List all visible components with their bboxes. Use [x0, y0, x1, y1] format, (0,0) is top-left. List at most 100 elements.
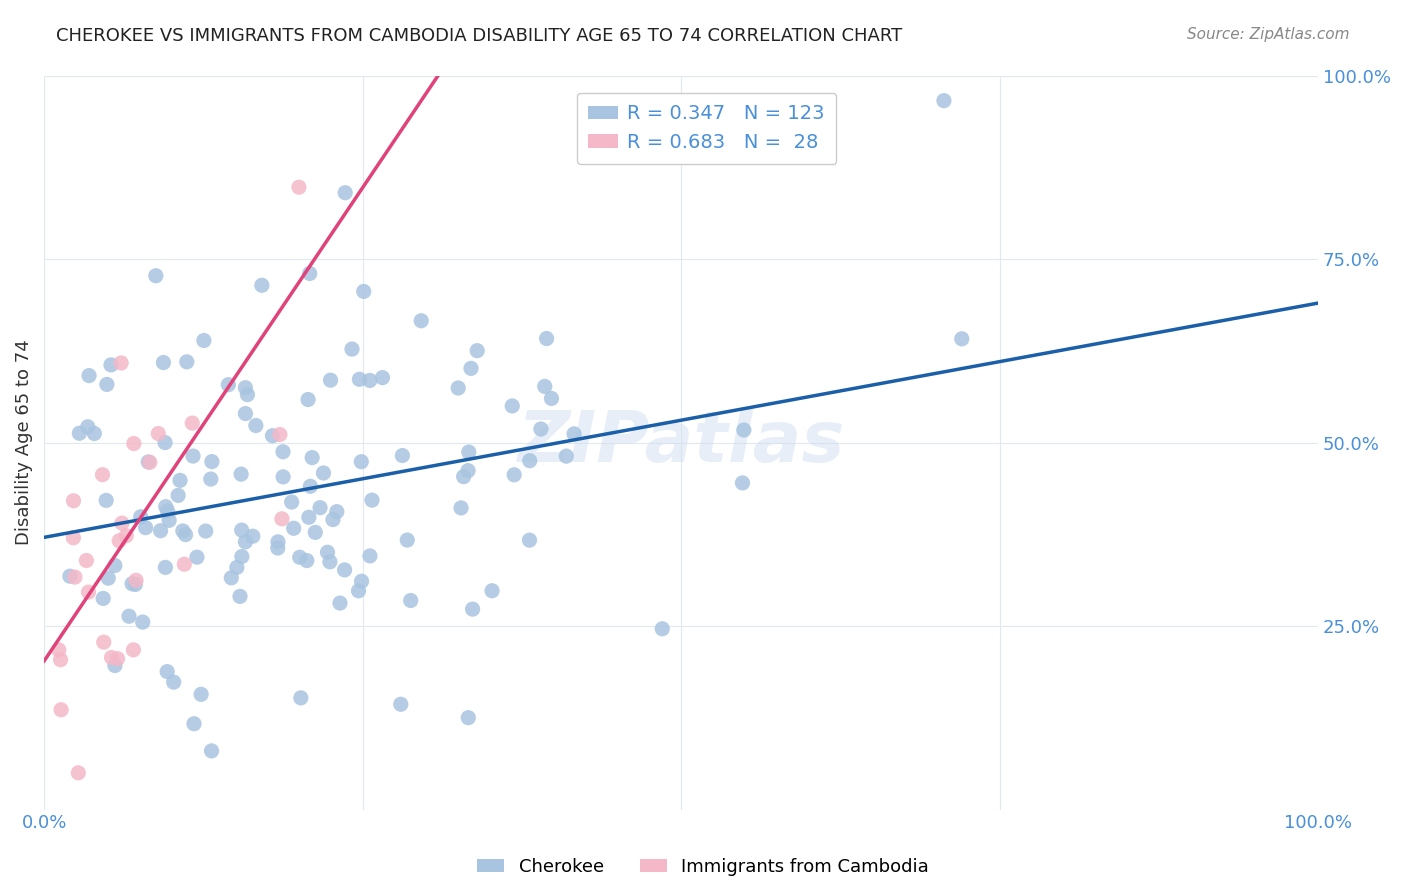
Point — [391, 449, 413, 463]
Point — [229, 467, 252, 482]
Point — [540, 392, 562, 406]
Point — [269, 427, 291, 442]
Point — [349, 372, 371, 386]
Point — [200, 744, 222, 758]
Point — [530, 422, 553, 436]
Point — [67, 765, 90, 780]
Point — [299, 479, 322, 493]
Point — [453, 469, 475, 483]
Y-axis label: Disability Age 65 to 74: Disability Age 65 to 74 — [15, 340, 32, 545]
Point — [169, 474, 191, 488]
Point — [194, 524, 217, 538]
Point — [353, 285, 375, 299]
Point — [221, 571, 243, 585]
Point — [62, 531, 84, 545]
Text: CHEROKEE VS IMMIGRANTS FROM CAMBODIA DISABILITY AGE 65 TO 74 CORRELATION CHART: CHEROKEE VS IMMIGRANTS FROM CAMBODIA DIS… — [56, 27, 903, 45]
Point — [242, 529, 264, 543]
Point — [335, 186, 357, 200]
Point — [136, 455, 159, 469]
Point — [124, 577, 146, 591]
Point — [555, 449, 578, 463]
Point — [48, 643, 70, 657]
Point — [457, 464, 479, 478]
Point — [91, 467, 114, 482]
Point — [77, 368, 100, 383]
Point — [49, 653, 72, 667]
Point — [316, 545, 339, 559]
Point — [97, 571, 120, 585]
Point — [181, 416, 204, 430]
Point — [183, 716, 205, 731]
Point — [361, 493, 384, 508]
Point — [359, 373, 381, 387]
Point — [111, 516, 134, 530]
Point — [201, 455, 224, 469]
Point — [129, 509, 152, 524]
Point — [950, 332, 973, 346]
Point — [465, 343, 488, 358]
Point — [125, 574, 148, 588]
Point — [110, 356, 132, 370]
Point — [503, 467, 526, 482]
Point — [235, 381, 257, 395]
Point — [231, 523, 253, 537]
Point — [67, 426, 90, 441]
Point — [411, 314, 433, 328]
Point — [174, 527, 197, 541]
Point — [108, 533, 131, 548]
Point — [121, 576, 143, 591]
Point — [396, 533, 419, 547]
Point — [231, 549, 253, 564]
Point — [176, 355, 198, 369]
Point — [731, 475, 754, 490]
Point — [267, 541, 290, 555]
Point — [457, 711, 479, 725]
Point — [280, 495, 302, 509]
Point — [359, 549, 381, 563]
Point — [297, 392, 319, 407]
Point — [122, 643, 145, 657]
Point — [319, 373, 342, 387]
Point — [77, 585, 100, 599]
Point — [932, 94, 955, 108]
Point — [350, 574, 373, 589]
Point — [96, 493, 118, 508]
Point — [333, 563, 356, 577]
Point — [193, 334, 215, 348]
Point — [457, 445, 479, 459]
Point — [298, 510, 321, 524]
Point — [131, 615, 153, 629]
Point — [91, 591, 114, 606]
Point — [153, 435, 176, 450]
Point — [288, 550, 311, 565]
Point — [389, 698, 412, 712]
Point — [145, 268, 167, 283]
Point — [288, 180, 311, 194]
Point — [249, 54, 271, 68]
Point — [83, 426, 105, 441]
Point — [271, 512, 294, 526]
Point — [290, 690, 312, 705]
Point — [149, 524, 172, 538]
Point — [200, 472, 222, 486]
Point — [447, 381, 470, 395]
Point — [107, 651, 129, 665]
Point — [304, 525, 326, 540]
Point — [298, 267, 321, 281]
Point — [62, 493, 84, 508]
Point — [235, 407, 257, 421]
Point — [148, 426, 170, 441]
Point — [186, 550, 208, 565]
Point — [155, 560, 177, 574]
Point — [173, 558, 195, 572]
Legend: Cherokee, Immigrants from Cambodia: Cherokee, Immigrants from Cambodia — [470, 851, 936, 883]
Point — [562, 426, 585, 441]
Point — [163, 675, 186, 690]
Point — [75, 553, 97, 567]
Point — [156, 504, 179, 518]
Point — [190, 687, 212, 701]
Point — [501, 399, 523, 413]
Point — [733, 423, 755, 437]
Point — [63, 570, 86, 584]
Point — [100, 358, 122, 372]
